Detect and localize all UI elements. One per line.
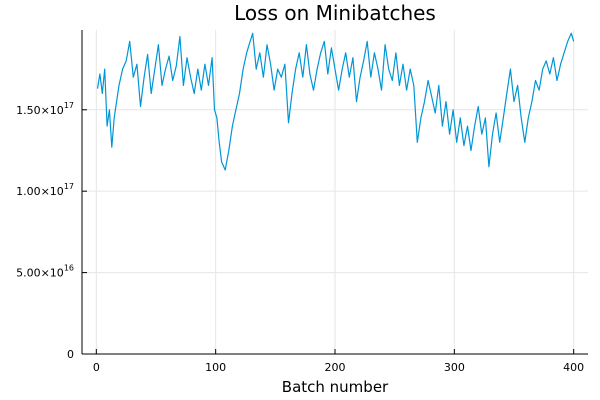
x-tick-label: 200: [325, 361, 346, 374]
chart-title: Loss on Minibatches: [234, 1, 436, 25]
y-tick-label: 0: [67, 348, 74, 361]
x-tick-label: 400: [563, 361, 584, 374]
x-axis-label: Batch number: [282, 378, 389, 396]
y-tick-label: 1.00×1017: [16, 182, 74, 198]
y-tick-label: 5.00×1016: [16, 264, 74, 280]
x-tick-label: 0: [93, 361, 100, 374]
x-tick-label: 300: [444, 361, 465, 374]
grid-lines: [82, 30, 588, 355]
x-tick-labels: 0 100 200 300 400: [93, 361, 584, 374]
y-tick-label: 1.50×1017: [16, 101, 74, 117]
axes: [81, 30, 588, 355]
x-tick-label: 100: [205, 361, 226, 374]
y-tick-labels: 0 5.00×1016 1.00×1017 1.50×1017: [16, 101, 74, 361]
series-layer: [96, 32, 575, 171]
series-line: [96, 32, 575, 171]
